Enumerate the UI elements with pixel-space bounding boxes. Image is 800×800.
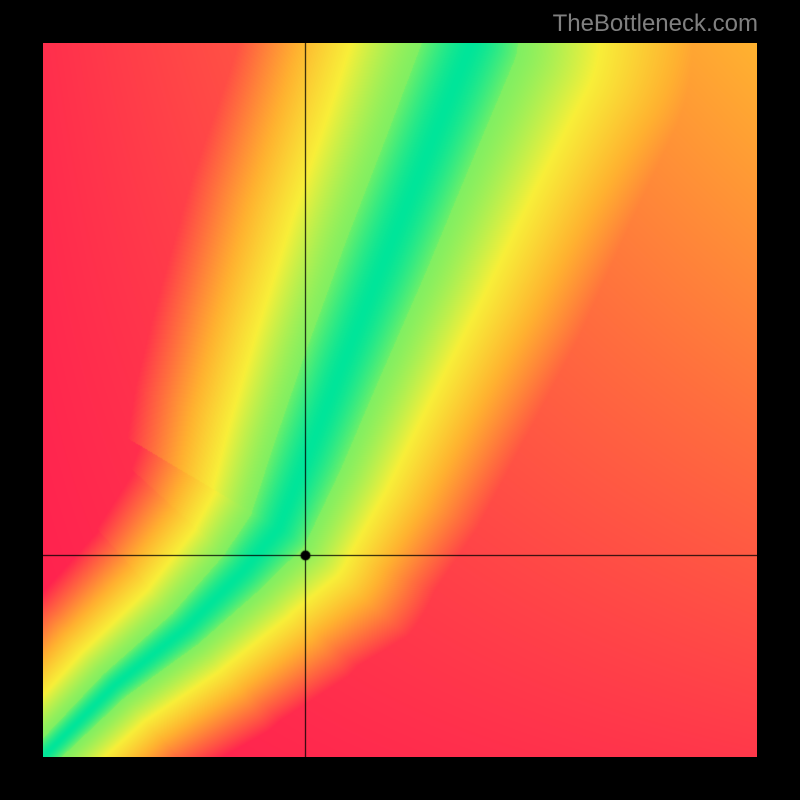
bottleneck-heatmap bbox=[43, 43, 757, 757]
chart-container: TheBottleneck.com bbox=[0, 0, 800, 800]
watermark-text: TheBottleneck.com bbox=[553, 10, 758, 38]
